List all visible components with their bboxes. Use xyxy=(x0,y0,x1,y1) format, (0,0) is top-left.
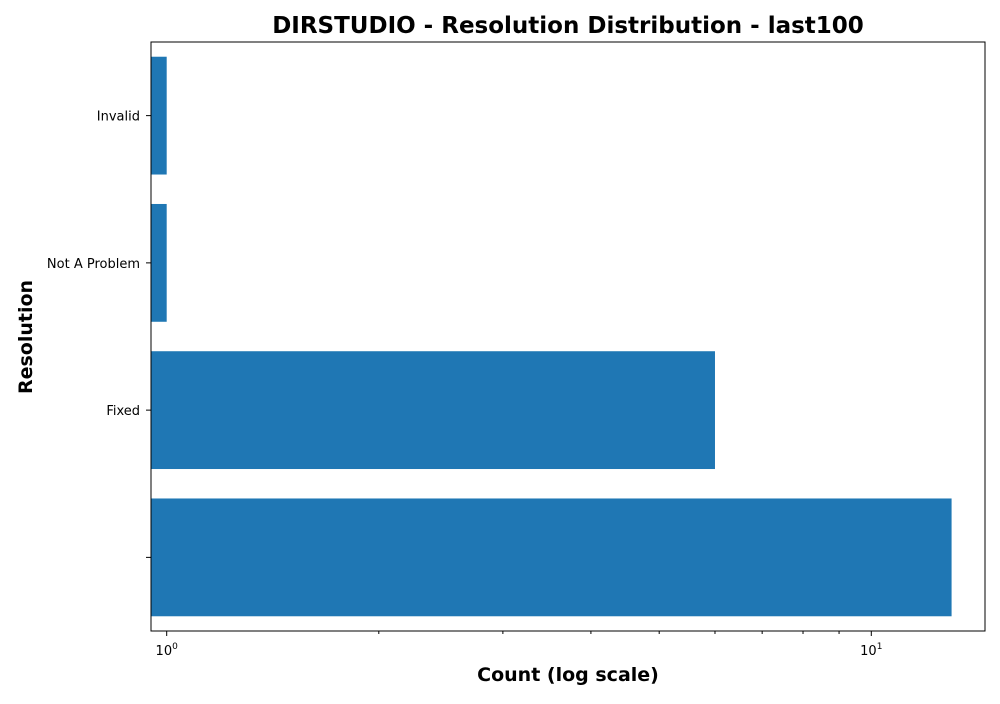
bar xyxy=(151,56,167,175)
y-tick-label: Fixed xyxy=(106,404,140,419)
bars-group xyxy=(151,56,952,617)
y-tick-label: Not A Problem xyxy=(47,257,140,272)
plot-border xyxy=(150,41,986,632)
bar xyxy=(151,498,952,617)
ticks-group: Fixed Not A Problem Invalid 100 101 xyxy=(47,110,883,659)
bar xyxy=(151,203,167,322)
bar xyxy=(151,351,715,470)
chart-title: DIRSTUDIO - Resolution Distribution - la… xyxy=(272,13,864,39)
y-axis-label: Resolution xyxy=(15,280,37,394)
x-axis-label: Count (log scale) xyxy=(477,664,659,686)
x-tick-label: 101 xyxy=(860,642,882,659)
x-tick-label: 100 xyxy=(156,642,179,659)
y-tick-label: Invalid xyxy=(97,110,140,125)
